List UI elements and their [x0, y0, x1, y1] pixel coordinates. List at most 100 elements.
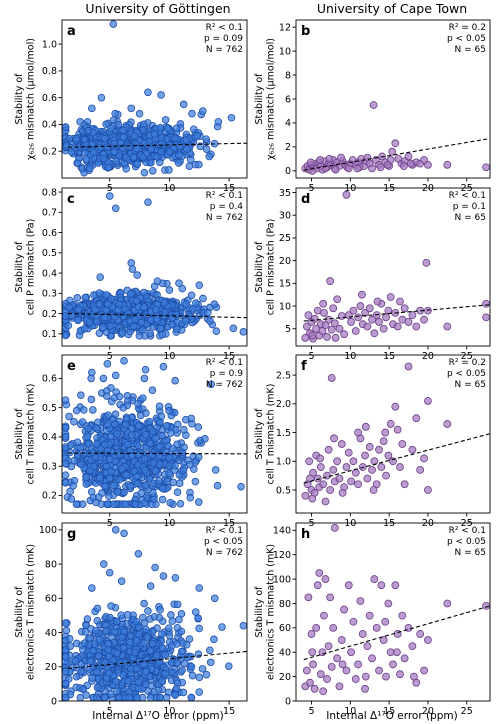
- y-tick-label: 0.2: [42, 491, 57, 502]
- data-point: [146, 329, 154, 338]
- y-tick-label: 30: [279, 211, 291, 222]
- stat-label: N = 65: [455, 45, 486, 55]
- y-tick-label: 4: [285, 118, 291, 129]
- y-tick-label: 0.1: [42, 329, 57, 340]
- x-tick-label: 5: [308, 351, 314, 362]
- data-point: [143, 633, 152, 642]
- y-tick-label: 25: [279, 233, 291, 244]
- data-point: [127, 259, 136, 267]
- data-point: [319, 299, 328, 308]
- data-point: [316, 463, 325, 471]
- data-point: [400, 654, 409, 663]
- data-point: [382, 672, 390, 681]
- data-point: [158, 644, 167, 652]
- data-point: [306, 678, 314, 687]
- data-point: [330, 523, 339, 532]
- stat-label: p < 0.05: [447, 369, 486, 379]
- data-point: [119, 126, 127, 134]
- data-point: [179, 466, 188, 475]
- data-point: [174, 159, 183, 167]
- data-point: [302, 666, 311, 675]
- data-point: [142, 409, 150, 417]
- y-tick-label: 6: [285, 94, 291, 105]
- trend-line: [67, 313, 247, 319]
- data-point: [310, 314, 319, 323]
- data-point: [119, 643, 128, 652]
- data-point: [132, 636, 141, 645]
- y-tick-label: 0.4: [42, 120, 57, 131]
- data-point: [93, 616, 102, 625]
- data-point: [152, 305, 160, 314]
- data-point: [310, 684, 319, 693]
- stat-label: N = 65: [455, 213, 486, 223]
- x-tick-label: 10: [344, 518, 356, 529]
- data-point: [71, 657, 80, 665]
- data-point: [82, 480, 91, 488]
- data-point: [113, 488, 122, 496]
- data-point: [337, 636, 346, 644]
- trend-line: [67, 650, 247, 670]
- data-point: [111, 109, 119, 118]
- y-tick-label: 100: [39, 525, 57, 536]
- data-point: [157, 133, 166, 142]
- data-point: [67, 495, 76, 503]
- data-point: [157, 91, 165, 99]
- panel-letter: g: [67, 527, 76, 542]
- data-point: [64, 321, 73, 330]
- panel-h: 5 10 15 20 25 0 20 40 60 80 100 120 140 Stability ofe…: [254, 522, 491, 717]
- data-point: [162, 422, 171, 430]
- y-axis-label: Stability ofcell P mismatch (Pa): [254, 219, 277, 316]
- data-point: [126, 638, 134, 647]
- data-point: [67, 148, 76, 156]
- data-point: [354, 480, 362, 489]
- data-point: [239, 328, 247, 336]
- data-point: [115, 392, 124, 401]
- data-point: [206, 646, 214, 655]
- data-point: [73, 159, 82, 168]
- data-point: [133, 144, 141, 153]
- y-axis-label: Stability ofχ₆₂₆ mismatch (µmol/mol): [14, 38, 37, 160]
- data-point: [99, 374, 108, 383]
- data-point: [175, 151, 183, 159]
- y-tick-label: 0.8: [42, 187, 57, 198]
- data-point: [344, 164, 353, 173]
- data-point: [214, 117, 223, 126]
- data-point: [188, 109, 196, 118]
- data-point: [340, 605, 349, 614]
- stat-label: N = 65: [455, 548, 486, 558]
- panel-e: 5 10 15 0.2 0.3 0.4 0.5 0.6 Stability ofcell T m…: [14, 354, 248, 529]
- data-point: [324, 642, 333, 651]
- data-point: [111, 204, 120, 213]
- stat-label: R² < 0.1: [206, 358, 243, 368]
- y-tick-label: 60: [45, 594, 57, 605]
- data-point: [161, 116, 170, 124]
- data-point: [101, 482, 109, 491]
- data-point: [62, 626, 71, 635]
- data-point: [107, 632, 116, 641]
- y-tick-label: 15: [279, 279, 291, 290]
- x-tick-label: 15: [383, 518, 395, 529]
- data-point: [313, 581, 322, 590]
- data-point: [97, 93, 106, 102]
- data-point: [161, 651, 169, 659]
- stat-label: N = 762: [206, 380, 243, 390]
- y-tick-label: 35: [279, 188, 291, 199]
- data-point: [99, 323, 107, 331]
- data-point: [120, 357, 128, 365]
- data-point: [146, 439, 154, 448]
- data-point: [90, 462, 98, 471]
- data-point: [180, 659, 189, 668]
- y-tick-label: 40: [45, 628, 57, 639]
- data-point: [306, 474, 314, 483]
- data-point: [89, 406, 97, 414]
- data-point: [316, 156, 324, 164]
- data-point: [342, 463, 351, 471]
- y-tick-label: 0.4: [42, 268, 57, 279]
- data-point: [210, 300, 219, 308]
- data-point: [206, 658, 215, 667]
- data-point: [134, 399, 142, 408]
- data-point: [116, 451, 124, 459]
- data-point: [62, 693, 70, 701]
- data-point: [195, 281, 204, 290]
- data-point: [408, 642, 417, 651]
